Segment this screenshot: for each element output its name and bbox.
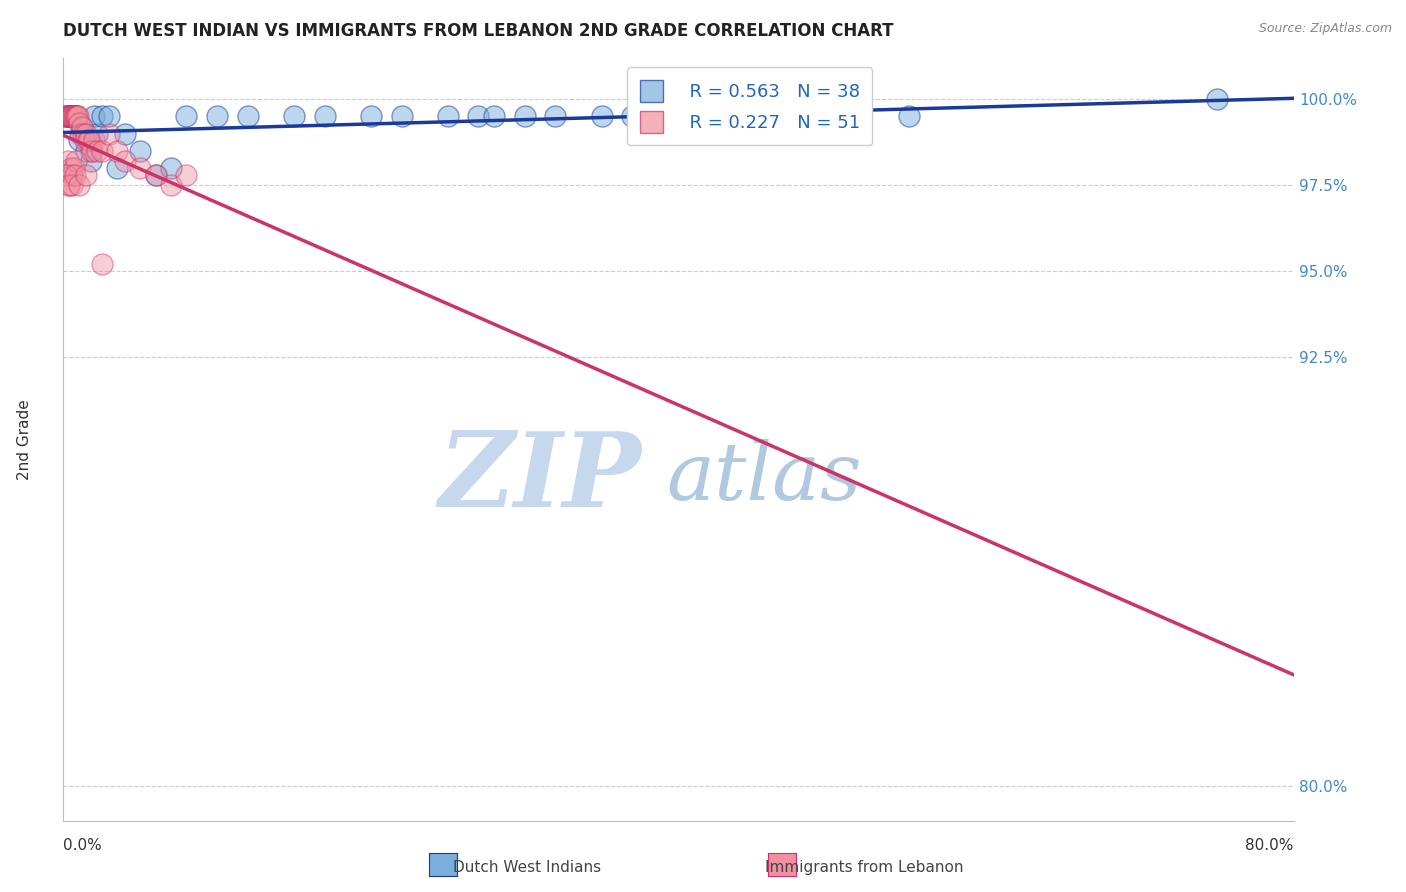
Point bbox=[621, 109, 644, 123]
Point bbox=[83, 133, 105, 147]
Point bbox=[56, 109, 79, 123]
Point bbox=[145, 168, 167, 182]
Point bbox=[174, 168, 197, 182]
Point bbox=[56, 154, 79, 169]
Point bbox=[105, 161, 128, 175]
Point bbox=[697, 109, 720, 123]
Point bbox=[105, 144, 128, 158]
Point bbox=[59, 161, 82, 175]
Point bbox=[63, 168, 86, 182]
Point bbox=[482, 109, 505, 123]
Point bbox=[56, 109, 79, 123]
Point bbox=[58, 109, 80, 123]
Point bbox=[60, 109, 83, 123]
Text: 80.0%: 80.0% bbox=[1246, 838, 1294, 853]
Point bbox=[82, 144, 104, 158]
Point bbox=[83, 109, 105, 123]
Point bbox=[129, 144, 152, 158]
Point bbox=[98, 109, 121, 123]
Point bbox=[283, 109, 305, 123]
Point bbox=[55, 168, 77, 182]
Point bbox=[70, 120, 93, 134]
Point bbox=[90, 257, 112, 271]
Point bbox=[821, 109, 844, 123]
Point bbox=[79, 133, 101, 147]
Point bbox=[53, 109, 76, 123]
Point bbox=[160, 161, 183, 175]
Point bbox=[65, 109, 87, 123]
Legend:   R = 0.563   N = 38,   R = 0.227   N = 51: R = 0.563 N = 38, R = 0.227 N = 51 bbox=[627, 67, 872, 145]
Text: Dutch West Indians: Dutch West Indians bbox=[453, 860, 602, 874]
Point bbox=[436, 109, 458, 123]
Point bbox=[66, 109, 89, 123]
Point bbox=[160, 178, 183, 192]
Point bbox=[467, 109, 489, 123]
Point bbox=[114, 127, 136, 141]
Point bbox=[63, 109, 86, 123]
Point bbox=[666, 109, 689, 123]
Point bbox=[65, 109, 87, 123]
Point bbox=[56, 109, 79, 123]
Point bbox=[174, 109, 197, 123]
Point bbox=[65, 154, 87, 169]
Point bbox=[59, 109, 82, 123]
Point bbox=[145, 168, 167, 182]
Point bbox=[98, 127, 121, 141]
Point bbox=[66, 109, 89, 123]
Point bbox=[129, 161, 152, 175]
Point bbox=[60, 178, 83, 192]
Point bbox=[58, 109, 80, 123]
Point bbox=[90, 109, 112, 123]
Point bbox=[544, 109, 567, 123]
Point bbox=[205, 109, 228, 123]
Point bbox=[391, 109, 413, 123]
Point bbox=[86, 144, 108, 158]
Point bbox=[73, 133, 96, 147]
Point bbox=[69, 127, 91, 141]
Point bbox=[75, 144, 97, 158]
Point bbox=[86, 127, 108, 141]
Point bbox=[314, 109, 336, 123]
Point bbox=[62, 109, 84, 123]
Text: atlas: atlas bbox=[666, 439, 862, 516]
Point bbox=[75, 168, 97, 182]
Point bbox=[58, 109, 80, 123]
Point bbox=[76, 133, 98, 147]
Point bbox=[62, 109, 84, 123]
Point bbox=[67, 178, 90, 192]
Point bbox=[1205, 92, 1227, 106]
Point bbox=[80, 144, 103, 158]
Point bbox=[59, 109, 82, 123]
Text: 2nd Grade: 2nd Grade bbox=[17, 399, 32, 480]
Point bbox=[62, 109, 84, 123]
Point bbox=[80, 154, 103, 169]
Point bbox=[591, 109, 613, 123]
Point bbox=[90, 144, 112, 158]
Text: DUTCH WEST INDIAN VS IMMIGRANTS FROM LEBANON 2ND GRADE CORRELATION CHART: DUTCH WEST INDIAN VS IMMIGRANTS FROM LEB… bbox=[63, 22, 894, 40]
Point bbox=[236, 109, 259, 123]
Point bbox=[65, 109, 87, 123]
Point bbox=[63, 109, 86, 123]
Point bbox=[75, 127, 97, 141]
Text: Immigrants from Lebanon: Immigrants from Lebanon bbox=[765, 860, 965, 874]
Text: Source: ZipAtlas.com: Source: ZipAtlas.com bbox=[1258, 22, 1392, 36]
Point bbox=[55, 109, 77, 123]
Point bbox=[898, 109, 921, 123]
Text: ZIP: ZIP bbox=[439, 426, 641, 528]
Point bbox=[67, 116, 90, 130]
Point bbox=[58, 178, 80, 192]
Point bbox=[72, 127, 94, 141]
Point bbox=[70, 120, 93, 134]
Point bbox=[744, 109, 766, 123]
Point bbox=[63, 161, 86, 175]
Point bbox=[58, 178, 80, 192]
Point bbox=[114, 154, 136, 169]
Point bbox=[59, 109, 82, 123]
Point bbox=[67, 133, 90, 147]
Point bbox=[62, 168, 84, 182]
Point bbox=[360, 109, 382, 123]
Text: 0.0%: 0.0% bbox=[63, 838, 103, 853]
Point bbox=[55, 109, 77, 123]
Point bbox=[513, 109, 536, 123]
